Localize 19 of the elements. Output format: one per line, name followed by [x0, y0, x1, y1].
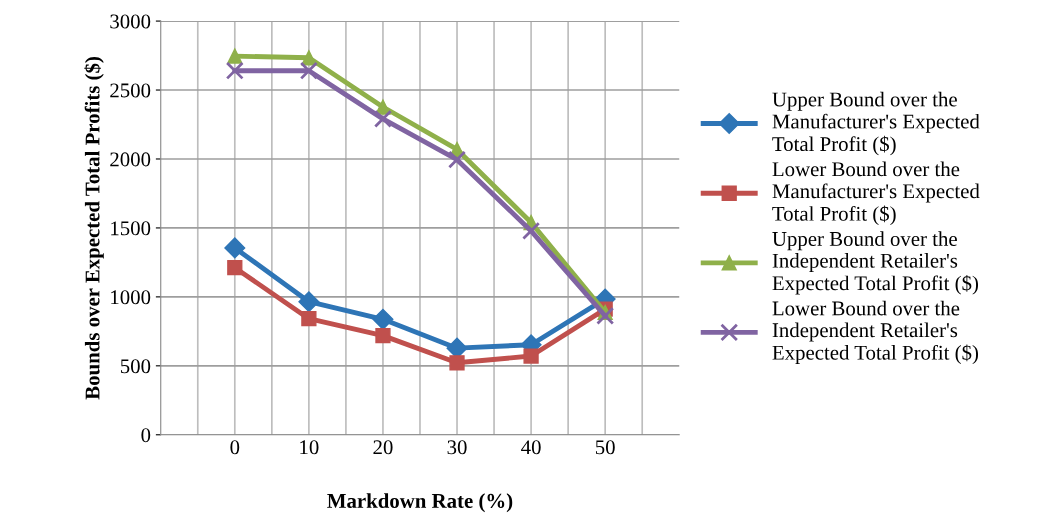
y-axis-title: Bounds over Expected Total Profits ($) [84, 57, 104, 400]
x-tick-label: 40 [521, 440, 541, 455]
x-axis-title: Markdown Rate (%) [327, 493, 513, 513]
y-tick-label: 3000 [110, 14, 151, 29]
legend-label: Upper Bound over the Manufacturer's Expected Total Profit ($) [772, 91, 980, 156]
x-tick-label: 0 [230, 440, 240, 455]
legend-label: Lower Bound over the Manufacturer's Expected Total Profit ($) [772, 161, 980, 226]
y-tick-label: 500 [120, 359, 151, 374]
x-tick-label: 30 [447, 440, 467, 455]
x-tick-label: 50 [595, 440, 615, 455]
y-tick-label: 2000 [110, 152, 151, 167]
legend-label: Lower Bound over the Independent Retailer's Expected Total Profit ($) [772, 300, 979, 364]
x-tick-label: 20 [373, 440, 393, 455]
y-tick-label: 0 [141, 428, 151, 443]
y-tick-label: 2500 [110, 83, 151, 98]
y-tick-label: 1500 [111, 221, 151, 236]
x-tick-label: 10 [300, 440, 319, 455]
y-tick-label: 1000 [111, 290, 151, 305]
legend-label: Upper Bound over the Independent Retailer's Expected Total Profit ($) [772, 231, 979, 295]
